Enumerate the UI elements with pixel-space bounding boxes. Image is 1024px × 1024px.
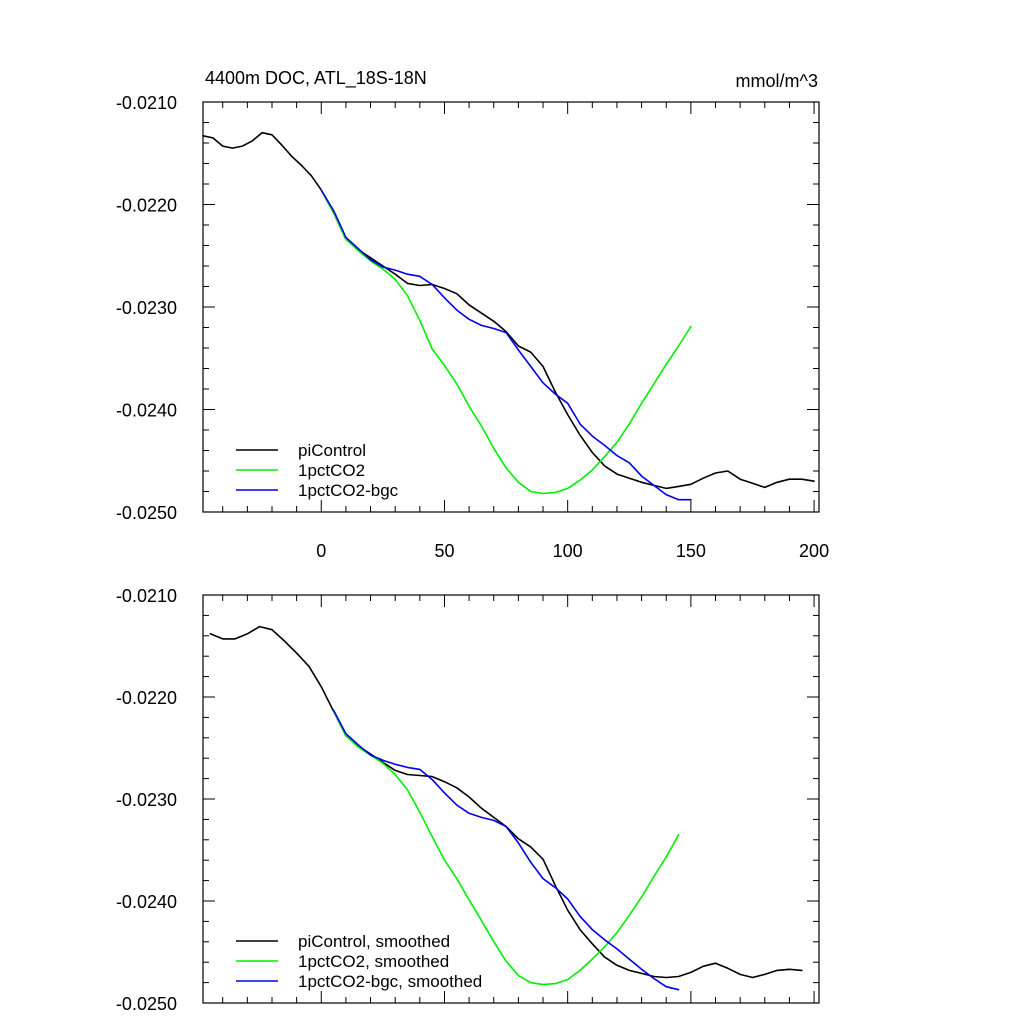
top-x-tick-label: 200 <box>799 541 829 561</box>
top-panel-units: mmol/m^3 <box>736 71 818 91</box>
top-series-line-2 <box>320 189 692 495</box>
top-y-tick-label: -0.0220 <box>116 196 177 216</box>
bottom-y-tick-label: -0.0250 <box>116 994 177 1014</box>
top-y-tick-label: -0.0210 <box>116 93 177 113</box>
top-series-line-3 <box>320 189 692 501</box>
top-plot-frame <box>202 101 820 513</box>
bottom-y-tick-label: -0.0210 <box>116 586 177 606</box>
bottom-plot-frame <box>202 594 820 1004</box>
top-legend-label-1: piControl <box>298 441 366 460</box>
bottom-y-tick-label: -0.0240 <box>116 892 177 912</box>
top-y-tick-label: -0.0230 <box>116 298 177 318</box>
bottom-series-line-1 <box>209 625 803 979</box>
top-x-tick-label: 0 <box>316 541 326 561</box>
top-y-tick-label: -0.0240 <box>116 401 177 421</box>
bottom-series-line-2 <box>332 710 680 986</box>
bottom-legend-label-3: 1pctCO2-bgc, smoothed <box>298 972 482 991</box>
bottom-legend-label-2: 1pctCO2, smoothed <box>298 952 449 971</box>
top-panel: 4400m DOC, ATL_18S-18N mmol/m^3 -0.0210 -… <box>116 68 829 561</box>
top-y-tick-label: -0.0250 <box>116 503 177 523</box>
top-x-tick-label: 100 <box>553 541 583 561</box>
bottom-legend-label-1: piControl, smoothed <box>298 932 450 951</box>
top-series-line-1 <box>202 131 815 490</box>
top-panel-title: 4400m DOC, ATL_18S-18N <box>205 68 427 89</box>
bottom-series-line-3 <box>332 709 680 991</box>
top-legend-label-3: 1pctCO2-bgc <box>298 481 399 500</box>
bottom-panel: -0.0210 -0.0220 -0.0230 -0.0240 -0.0250 piCon… <box>116 586 820 1014</box>
top-x-tick-label: 50 <box>434 541 454 561</box>
bottom-y-tick-label: -0.0230 <box>116 790 177 810</box>
top-x-tick-label: 150 <box>676 541 706 561</box>
top-legend-label-2: 1pctCO2 <box>298 461 365 480</box>
bottom-y-tick-label: -0.0220 <box>116 688 177 708</box>
